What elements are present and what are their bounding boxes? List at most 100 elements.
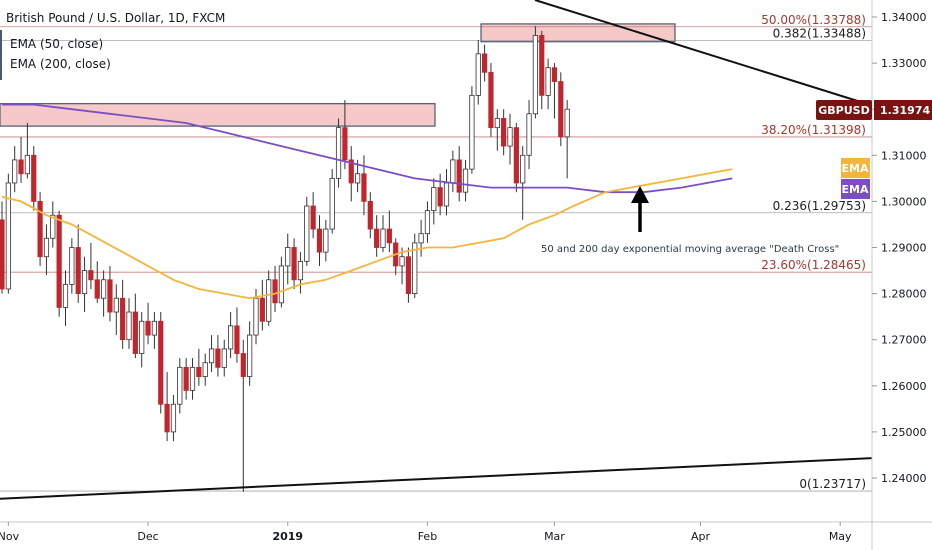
support-trendline: [0, 457, 873, 500]
candle-up: [399, 256, 405, 267]
fib-level-label: 0.382(1.33488): [773, 27, 866, 41]
candle-up: [507, 127, 513, 147]
zone-layer: [0, 23, 676, 127]
candle-down: [0, 219, 5, 290]
price-tick-label: 1.31000: [881, 149, 927, 162]
candle-up: [564, 108, 570, 138]
candle-up: [69, 247, 75, 285]
candle-up: [126, 311, 132, 341]
candle-up: [24, 154, 31, 175]
candle-up: [412, 242, 418, 294]
candle-down: [316, 228, 323, 253]
candle-up: [43, 237, 50, 258]
candle-down: [481, 53, 488, 73]
candle-up: [62, 283, 69, 308]
candle-up: [266, 279, 272, 322]
time-tick-label: Feb: [418, 530, 437, 543]
candle-up: [532, 35, 539, 115]
candle-up: [418, 233, 424, 244]
candle-up: [247, 334, 253, 377]
candle-up: [202, 362, 208, 377]
candle-up: [424, 210, 431, 235]
candle-down: [310, 205, 316, 230]
chart-title: British Pound / U.S. Dollar, 1D, FXCM: [6, 11, 225, 25]
candle-down: [183, 366, 189, 391]
candle-up: [50, 214, 56, 239]
ema-50-tag: [841, 158, 870, 178]
candle-down: [361, 173, 367, 202]
legend-ema-200[interactable]: EMA (200, close): [10, 57, 111, 71]
candle-down: [234, 325, 240, 354]
candle-down: [558, 81, 564, 138]
candle-up: [494, 118, 500, 129]
fib-level-label: 0(1.23717): [799, 477, 866, 491]
candle-down: [539, 35, 545, 96]
price-tick-label: 1.27000: [881, 334, 927, 347]
candle-down: [107, 279, 113, 313]
price-tick-label: 1.33000: [881, 57, 927, 70]
candle-down: [18, 159, 24, 175]
legend-ema-50[interactable]: EMA (50, close): [10, 37, 103, 51]
ema-200-line: [2, 103, 733, 194]
candle-down: [94, 279, 100, 299]
candle-up: [297, 260, 304, 281]
candle-down: [158, 320, 164, 405]
trend-layer: [0, 0, 873, 500]
candle-down: [342, 127, 348, 161]
candle-up: [139, 320, 145, 354]
candle-down: [145, 320, 151, 336]
symbol-tag: [816, 100, 872, 120]
fib-level-label: 0.236(1.29753): [773, 199, 866, 213]
candle-up: [227, 325, 234, 350]
candle-up: [151, 320, 157, 336]
price-tick-label: 1.29000: [881, 242, 927, 255]
death-cross-note: 50 and 200 day exponential moving averag…: [541, 244, 839, 255]
candle-down: [272, 279, 278, 304]
candle-up: [354, 173, 361, 184]
candle-down: [501, 118, 507, 147]
candle-up: [253, 297, 259, 336]
candle-down: [56, 214, 62, 308]
candle-down: [367, 200, 373, 230]
candle-down: [259, 297, 265, 322]
candle-down: [291, 247, 297, 281]
candle-up: [469, 94, 475, 170]
candle-down: [75, 247, 81, 294]
time-tick-label: Apr: [691, 530, 711, 543]
ema-200-tag-label: EMA: [842, 183, 869, 196]
candle-down: [437, 187, 443, 207]
fib-level-label: 23.60%(1.28465): [761, 258, 866, 272]
resistance-trendline: [534, 0, 873, 107]
price-tick-label: 1.28000: [881, 288, 927, 301]
candle-up: [113, 297, 119, 313]
candle-up: [278, 265, 285, 304]
candle-up: [5, 182, 11, 290]
candle-layer: [0, 26, 570, 492]
price-tick-label: 1.25000: [881, 426, 927, 439]
candle-up: [221, 348, 227, 368]
candle-up: [81, 270, 88, 294]
candle-down: [386, 228, 392, 244]
candle-down: [374, 228, 380, 248]
candle-up: [462, 168, 469, 193]
candle-up: [323, 228, 329, 253]
candle-down: [196, 366, 202, 377]
candle-up: [526, 113, 532, 156]
price-tick-label: 1.26000: [881, 380, 927, 393]
candle-down: [405, 256, 412, 295]
price-tick-label: 1.30000: [881, 195, 927, 208]
symbol-tag-label: GBPUSD: [818, 104, 869, 117]
fib-level-label: 38.20%(1.31398): [761, 123, 866, 137]
last-price-tag: [874, 100, 932, 120]
candle-up: [335, 127, 342, 179]
candle-down: [488, 71, 494, 129]
candle-up: [520, 154, 526, 184]
ema-50-tag-label: EMA: [842, 162, 869, 175]
candle-up: [189, 366, 196, 391]
candle-up: [545, 67, 551, 96]
price-tick-label: 1.34000: [881, 11, 927, 24]
candle-up: [431, 187, 437, 212]
candle-up: [170, 403, 177, 433]
